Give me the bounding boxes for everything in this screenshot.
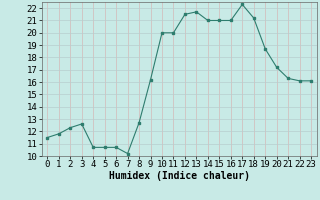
X-axis label: Humidex (Indice chaleur): Humidex (Indice chaleur) [109,171,250,181]
